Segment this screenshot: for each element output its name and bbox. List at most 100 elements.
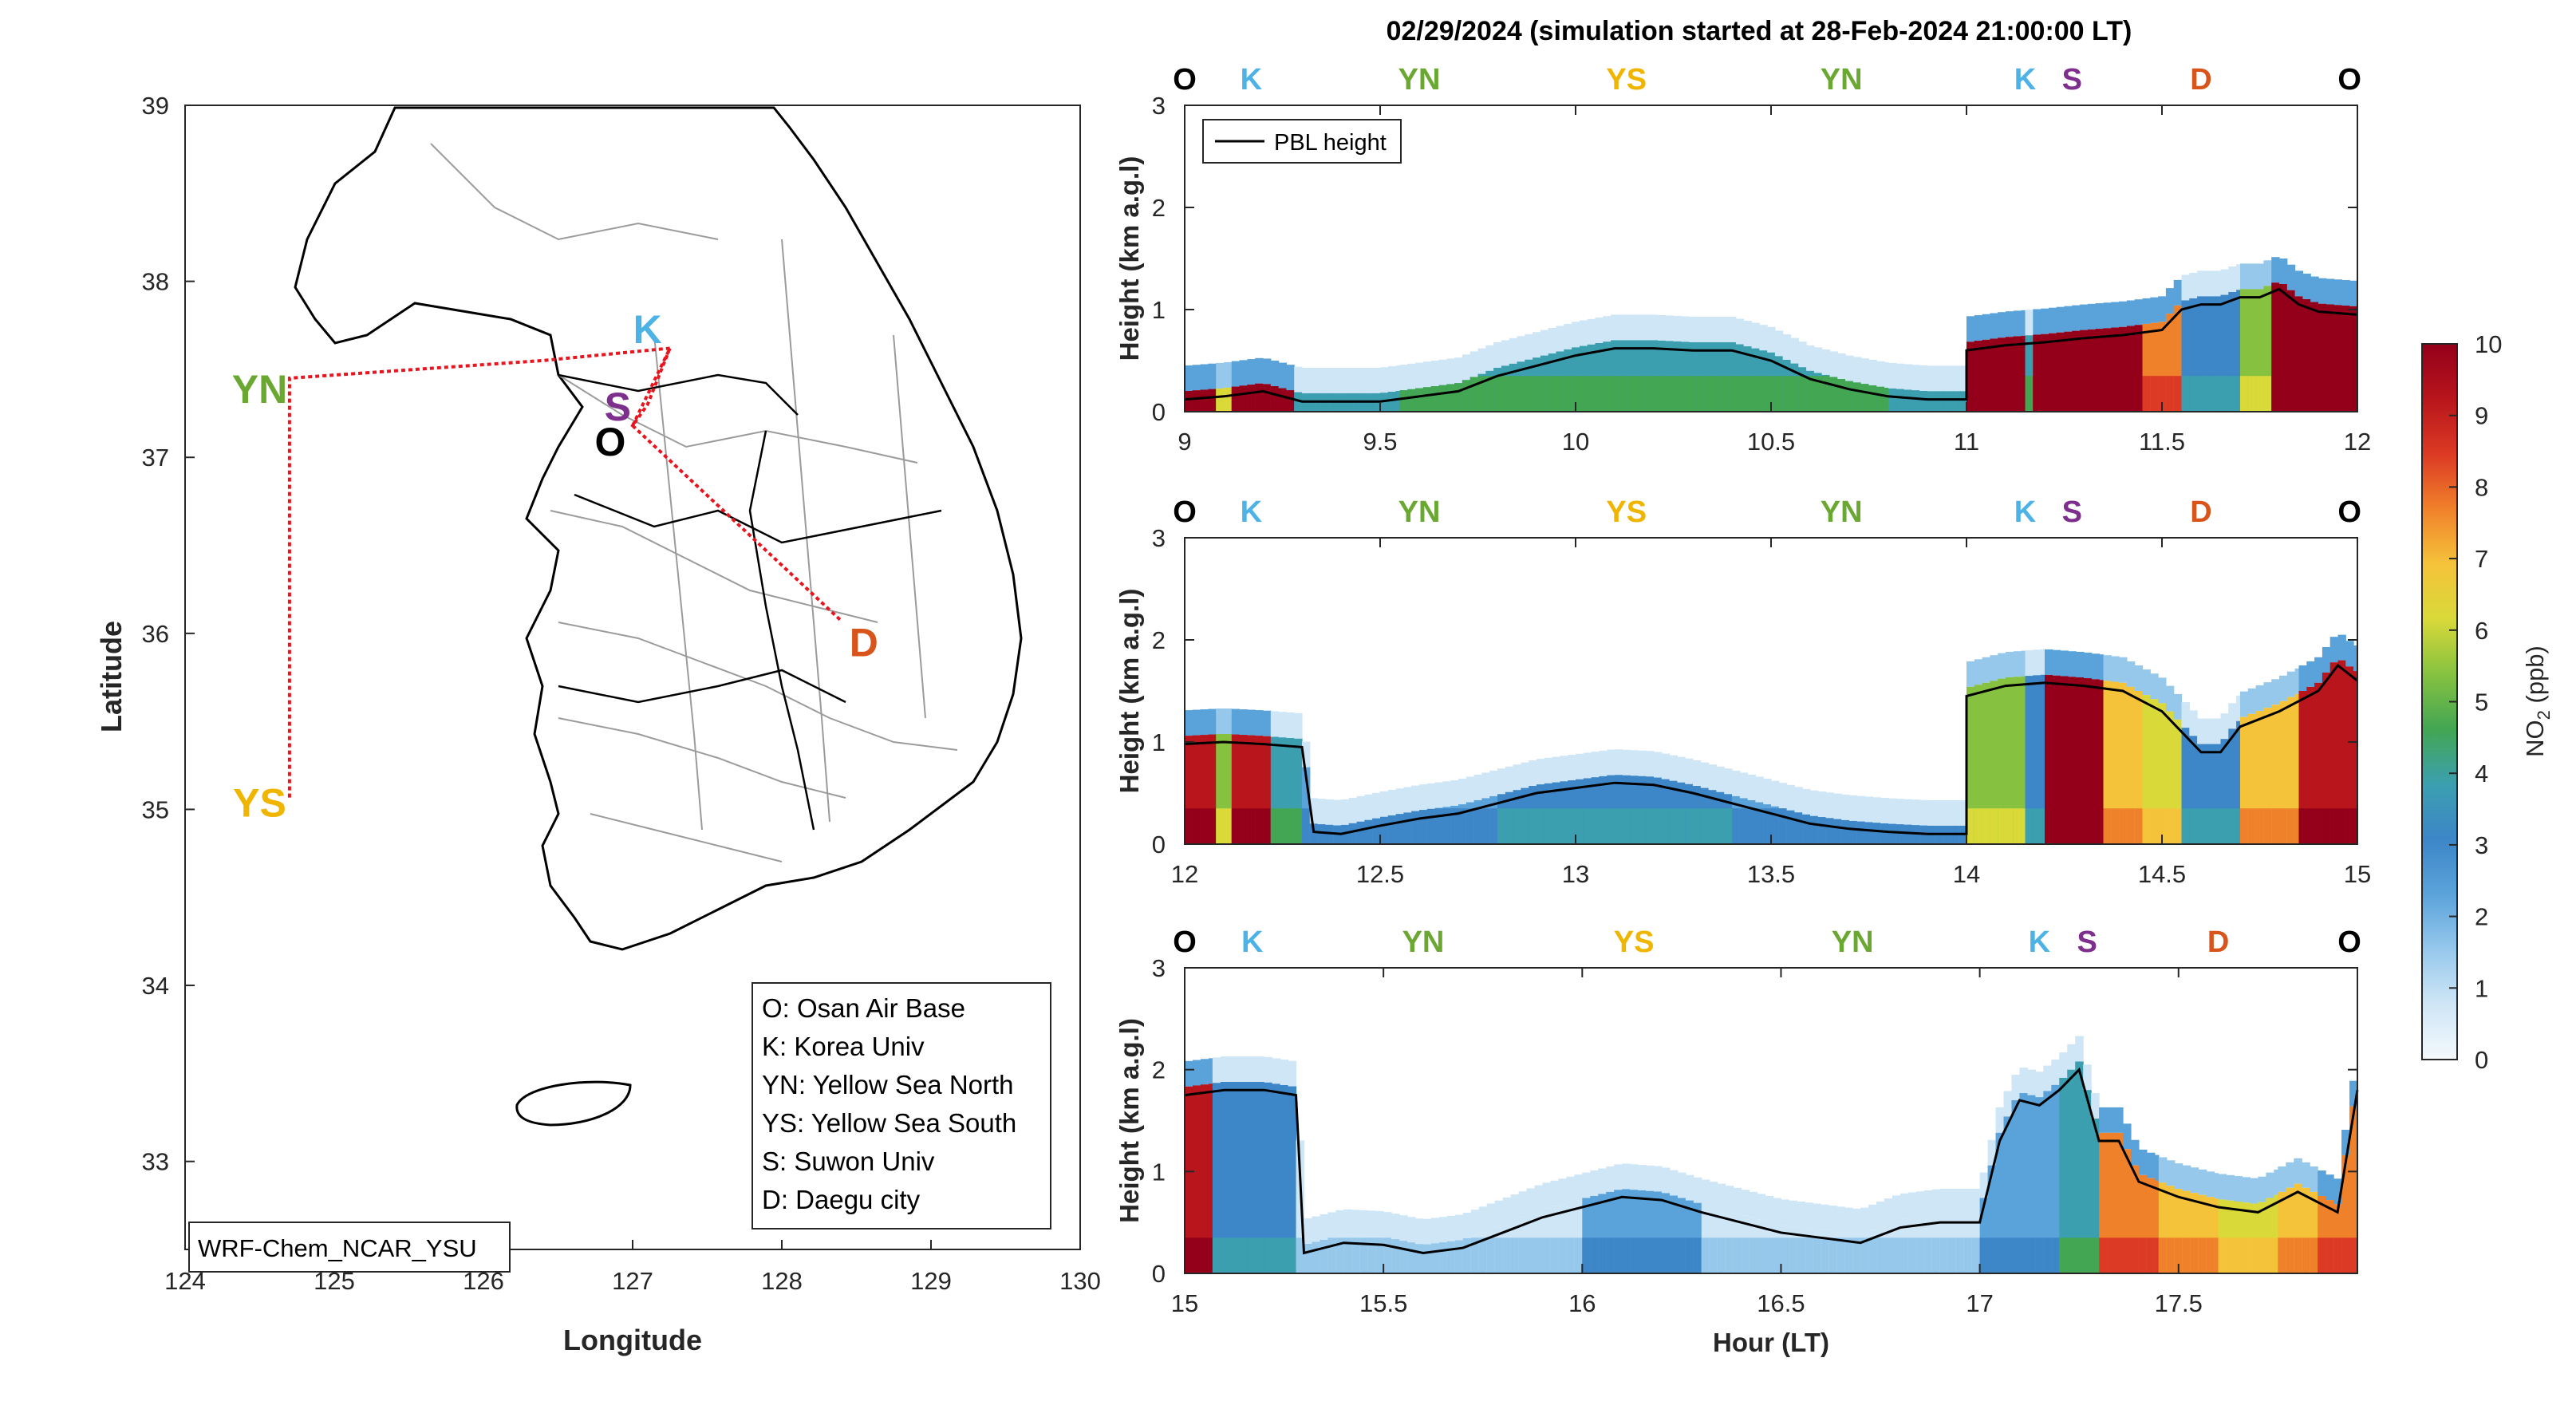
no2-halo-cell xyxy=(2274,1169,2278,1195)
no2-cell xyxy=(2099,1132,2108,1273)
no2-core-cell xyxy=(1247,385,1256,412)
no2-halo-cell xyxy=(2107,1107,2116,1133)
site-label-o: O xyxy=(2337,495,2361,529)
no2-halo-cell xyxy=(1556,326,1564,352)
no2-cell xyxy=(1270,736,1280,844)
no2-cell xyxy=(2255,710,2264,844)
no2-halo-cell xyxy=(2255,685,2264,711)
no2-core-cell xyxy=(1407,1242,1416,1273)
no2-halo-cell xyxy=(1335,1210,1344,1236)
no2-core-cell xyxy=(1583,808,1592,844)
no2-cell xyxy=(2142,695,2151,844)
no2-core-cell xyxy=(1755,808,1764,844)
no2-halo-cell xyxy=(1630,1164,1639,1190)
no2-halo-cell xyxy=(1642,314,1651,341)
no2-core-cell xyxy=(1654,808,1663,844)
no2-halo-cell xyxy=(1231,361,1241,387)
no2-halo-cell xyxy=(1915,1191,1925,1218)
no2-halo-cell xyxy=(1582,1172,1591,1198)
no2-core-cell xyxy=(1208,808,1217,844)
no2-core-cell xyxy=(1701,1237,1710,1273)
no2-halo-cell xyxy=(1278,712,1287,738)
no2-core-cell xyxy=(1470,1237,1480,1273)
no2-halo-cell xyxy=(2286,671,2296,697)
x-tick-label: 10.5 xyxy=(1747,428,1795,456)
no2-halo-cell xyxy=(1430,1218,1440,1244)
x-tick-label: 14 xyxy=(1953,860,1980,888)
no2-halo-cell xyxy=(2123,1123,2132,1150)
no2-core-cell xyxy=(1622,808,1631,844)
no2-core-cell xyxy=(1876,1237,1885,1273)
no2-core-cell xyxy=(1286,390,1295,412)
no2-core-cell xyxy=(1614,1237,1623,1273)
no2-core-cell xyxy=(2019,1237,2029,1273)
jeju-island xyxy=(515,1080,632,1127)
no2-core-cell xyxy=(1372,818,1381,844)
no2-core-cell xyxy=(2322,808,2331,844)
no2-core-cell xyxy=(1556,376,1564,412)
no2-cell xyxy=(2302,1187,2310,1273)
no2-core-cell xyxy=(1709,1237,1718,1273)
no2-halo-cell xyxy=(2013,310,2022,337)
no2-core-cell xyxy=(1931,1237,1941,1273)
no2-cell xyxy=(1582,1198,1591,1273)
no2-halo-cell xyxy=(1630,750,1639,776)
no2-core-cell xyxy=(1351,1237,1360,1273)
no2-core-cell xyxy=(2353,808,2358,844)
no2-halo-cell xyxy=(1263,358,1272,385)
no2-core-cell xyxy=(2035,1237,2044,1273)
no2-cell xyxy=(2166,1186,2176,1273)
no2-halo-cell xyxy=(1501,340,1510,366)
no2-core-cell xyxy=(2103,376,2112,412)
no2-cell xyxy=(2228,728,2237,844)
no2-core-cell xyxy=(2048,376,2057,412)
no2-halo-cell xyxy=(1185,365,1193,392)
no2-halo-cell xyxy=(1923,1190,1933,1216)
no2-halo-cell xyxy=(1591,752,1600,778)
no2-core-cell xyxy=(2056,376,2065,412)
no2-halo-cell xyxy=(1200,1059,1209,1085)
no2-core-cell xyxy=(1757,1237,1766,1273)
x-tick-label: 16.5 xyxy=(1757,1289,1805,1317)
no2-cell xyxy=(2329,662,2339,844)
no2-core-cell xyxy=(1335,1237,1344,1273)
no2-halo-cell xyxy=(1903,799,1912,825)
no2-halo-cell xyxy=(1564,323,1572,349)
no2-core-cell xyxy=(2126,808,2136,844)
no2-core-cell xyxy=(1739,808,1749,844)
legend-line: YN: Yellow Sea North xyxy=(762,1070,1014,1099)
no2-core-cell xyxy=(2181,808,2190,844)
no2-core-cell xyxy=(1576,808,1584,844)
no2-core-cell xyxy=(1852,382,1862,412)
map-y-ticks: 33 34 35 36 37 38 39 xyxy=(142,92,195,1176)
no2-cell xyxy=(2263,286,2272,412)
no2-cell xyxy=(1286,738,1295,844)
x-tick-label: 13.5 xyxy=(1747,860,1795,888)
no2-halo-cell xyxy=(2134,299,2144,326)
no2-cell xyxy=(2075,1061,2084,1273)
no2-halo-cell xyxy=(1192,365,1201,391)
no2-halo-cell xyxy=(1486,1203,1496,1229)
no2-core-cell xyxy=(2150,808,2159,844)
no2-cell xyxy=(2322,672,2331,844)
no2-cell xyxy=(1192,735,1201,844)
no2-core-cell xyxy=(2310,376,2319,412)
no2-core-cell xyxy=(1732,808,1741,844)
no2-halo-cell xyxy=(2130,1139,2140,1166)
no2-halo-cell xyxy=(1892,1195,1901,1222)
no2-halo-cell xyxy=(1426,783,1436,809)
no2-halo-cell xyxy=(2126,661,2136,687)
no2-halo-cell xyxy=(2064,306,2073,332)
no2-halo-cell xyxy=(2084,653,2093,678)
no2-core-cell xyxy=(1998,376,2006,412)
no2-core-cell xyxy=(1743,376,1753,412)
no2-cell xyxy=(2111,327,2120,412)
map-x-ticks: 124 125 126 127 128 129 130 xyxy=(164,1240,1101,1295)
no2-halo-cell xyxy=(1566,1176,1575,1202)
no2-core-cell xyxy=(2286,376,2296,412)
no2-halo-cell xyxy=(2234,1176,2243,1202)
no2-core-cell xyxy=(1270,386,1280,412)
no2-core-cell xyxy=(1411,811,1420,844)
no2-cell xyxy=(1987,1165,1997,1273)
no2-core-cell xyxy=(1529,808,1537,844)
